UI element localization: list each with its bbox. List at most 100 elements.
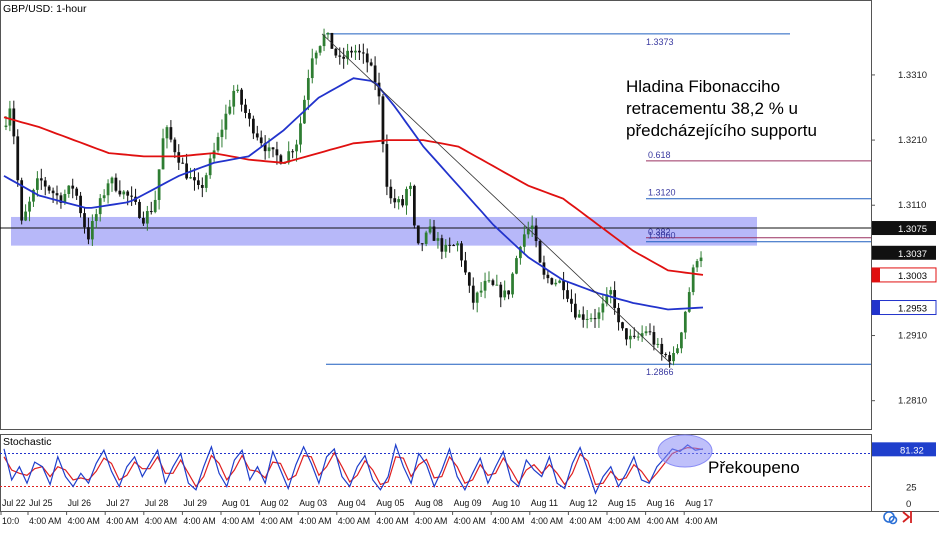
fibonacci-annotation-line-3: předcházejícího supportu xyxy=(626,121,817,140)
candle-body xyxy=(67,185,71,194)
candle-body xyxy=(499,284,503,298)
candle-body xyxy=(267,147,271,152)
candle-body xyxy=(185,163,188,179)
candle-body xyxy=(36,178,39,190)
candle-body xyxy=(177,152,181,163)
candle-body xyxy=(632,335,636,337)
candle-body xyxy=(251,118,255,134)
candle-body xyxy=(271,147,275,150)
candle-body xyxy=(397,199,401,203)
date-label: Jul 27 xyxy=(106,498,130,508)
expand-arrow-icon[interactable] xyxy=(902,511,912,523)
support-zone xyxy=(11,216,757,246)
time-label: 4:00 AM xyxy=(145,516,177,526)
candle-body xyxy=(279,155,283,164)
date-label: Aug 16 xyxy=(647,498,675,508)
candle-body xyxy=(538,241,542,263)
candle-body xyxy=(220,129,224,138)
candle-body xyxy=(259,137,263,144)
candle-body xyxy=(358,50,361,53)
date-label: Aug 03 xyxy=(299,498,327,508)
price-tick-label: 1.3210 xyxy=(898,135,927,146)
candle-body xyxy=(275,149,279,156)
candle-body xyxy=(589,318,593,320)
candle-body xyxy=(216,137,220,151)
candle-body xyxy=(200,185,204,188)
date-label: Aug 12 xyxy=(569,498,597,508)
time-label: 4:00 AM xyxy=(376,516,408,526)
candle-body xyxy=(695,261,699,268)
candle-body xyxy=(350,50,353,53)
candle-body xyxy=(680,332,683,349)
candle-body xyxy=(306,78,310,100)
candle-body xyxy=(71,185,75,189)
candle-body xyxy=(310,58,314,79)
candle-body xyxy=(204,175,208,188)
time-label: 4:00 AM xyxy=(29,516,61,526)
date-label: Jul 22 xyxy=(2,498,26,508)
candle-body xyxy=(24,211,27,221)
candle-body xyxy=(593,318,597,320)
date-axis-layer: Jul 22 Jul 25 Jul 26 Jul 27 Jul 28 Jul 29 Aug … xyxy=(0,498,717,526)
date-label: Jul 29 xyxy=(183,498,207,508)
date-label: Aug 05 xyxy=(376,498,404,508)
candle-body xyxy=(432,226,436,241)
candle-body xyxy=(138,201,141,218)
candle-body xyxy=(401,199,404,206)
overbought-highlight xyxy=(657,434,713,468)
candle-body xyxy=(39,178,43,181)
date-label: Aug 08 xyxy=(415,498,443,508)
candle-body xyxy=(409,185,412,189)
candle-body xyxy=(621,322,624,329)
price-marker-label: 1.2953 xyxy=(898,304,927,315)
candle-body xyxy=(412,185,416,226)
candle-body xyxy=(153,199,157,213)
candle-body xyxy=(558,280,562,283)
candle-body xyxy=(43,180,47,187)
candle-body xyxy=(377,82,381,97)
candle-body xyxy=(452,245,456,247)
candle-body xyxy=(597,312,601,319)
candle-body xyxy=(444,244,448,252)
candle-body xyxy=(299,123,302,145)
candle-body xyxy=(326,32,330,35)
price-marker-bg xyxy=(872,221,936,236)
candle-body xyxy=(393,198,397,203)
price-marker-tab xyxy=(872,267,880,282)
candle-body xyxy=(428,226,432,233)
candle-body xyxy=(295,144,298,152)
candle-body xyxy=(79,195,82,214)
time-label: 4:00 AM xyxy=(68,516,100,526)
candle-body xyxy=(554,282,558,285)
candle-body xyxy=(181,162,185,164)
cycle-arrows-icon[interactable] xyxy=(883,511,898,525)
time-label: 4:00 AM xyxy=(492,516,524,526)
candle-body xyxy=(420,243,424,245)
candle-body xyxy=(416,225,420,244)
candle-body xyxy=(255,133,259,138)
time-label: 4:00 AM xyxy=(647,516,679,526)
candle-body xyxy=(479,290,483,293)
fib-level-label: 1.3373 xyxy=(646,37,674,47)
time-label: 4:00 AM xyxy=(222,516,254,526)
candle-body xyxy=(287,151,291,163)
candle-body xyxy=(526,228,530,235)
candle-body xyxy=(546,274,550,279)
date-label: Aug 15 xyxy=(608,498,636,508)
candle-body xyxy=(208,158,212,176)
candle-body xyxy=(28,201,31,212)
candle-body xyxy=(405,188,408,206)
candle-body xyxy=(436,238,440,241)
candle-body xyxy=(691,267,695,293)
candle-body xyxy=(193,177,196,181)
candle-body xyxy=(51,190,55,194)
time-label: 10:0 xyxy=(2,516,19,526)
fibonacci-annotation-line-2: retracementu 38,2 % u xyxy=(626,99,798,118)
candle-body xyxy=(636,336,640,338)
candle-body xyxy=(90,221,94,240)
overbought-annotation: Překoupeno xyxy=(708,458,800,477)
candle-body xyxy=(248,112,251,119)
candle-body xyxy=(577,314,581,318)
